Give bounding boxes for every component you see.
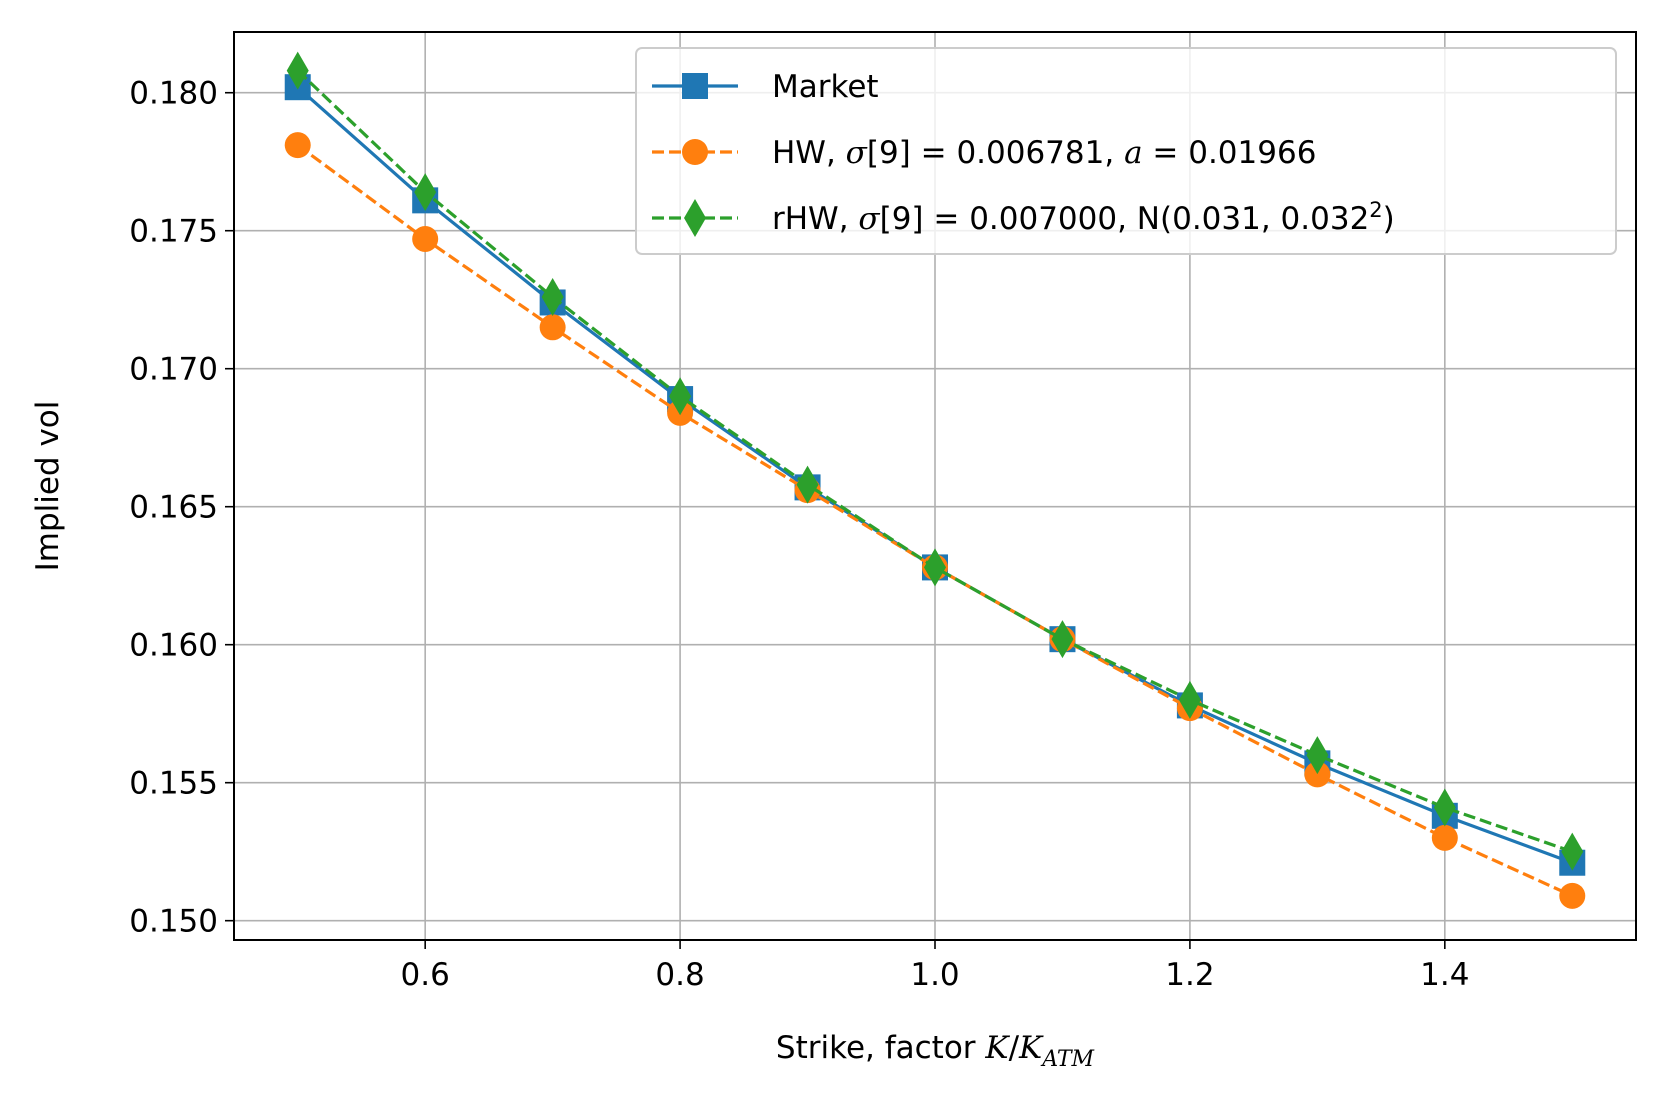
- y-tick-label: 0.180: [129, 76, 218, 112]
- legend-marker: [682, 73, 708, 99]
- data-point: [1178, 680, 1201, 719]
- legend-label-part: σ: [858, 201, 880, 237]
- x-axis-label-k-atm: K: [1018, 1030, 1044, 1066]
- data-point: [924, 548, 946, 587]
- x-axis-label-slash: /: [1009, 1030, 1020, 1066]
- data-point: [1561, 832, 1584, 871]
- x-tick-label: 0.8: [655, 957, 704, 993]
- y-tick-label: 0.160: [129, 628, 218, 664]
- legend-label: rHW, σ[9] = 0.007000, N(0.031, 0.0322): [772, 198, 1395, 237]
- x-tick-label: 1.4: [1420, 957, 1469, 993]
- data-point: [412, 225, 439, 252]
- legend-box: [635, 47, 1617, 255]
- legend-label-part: a: [1124, 135, 1142, 171]
- legend-entry: HW, σ[9] = 0.006781, a = 0.01966: [652, 135, 1316, 171]
- legend-label-part: rHW,: [772, 201, 858, 237]
- x-axis: 0.6 0.8 1.0 1.2 1.4: [401, 940, 1469, 993]
- legend-entry: rHW, σ[9] = 0.007000, N(0.031, 0.0322): [652, 198, 1395, 237]
- x-axis-label: Strike, factor K/KATM: [776, 1030, 1095, 1072]
- legend-label-part: σ: [846, 135, 868, 171]
- x-axis-label-k: K: [984, 1030, 1010, 1066]
- data-point: [1306, 736, 1329, 775]
- y-tick-label: 0.165: [129, 490, 218, 526]
- legend-label-part: [9] = 0.006781,: [867, 135, 1124, 171]
- legend-marker: [684, 199, 706, 237]
- x-tick-label: 0.6: [401, 957, 450, 993]
- data-point: [1304, 761, 1331, 788]
- legend-label-part: [9] = 0.007000, N(0.031, 0.032: [880, 201, 1370, 237]
- y-axis: 0.150 0.155 0.160 0.165 0.170 0.175 0.180: [129, 76, 234, 940]
- x-tick-label: 1.2: [1165, 957, 1214, 993]
- y-axis-label: Implied vol: [30, 401, 66, 572]
- data-point: [414, 173, 437, 212]
- legend-label: Market: [772, 69, 879, 105]
- legend-label-part: ): [1383, 201, 1395, 237]
- data-point: [286, 51, 309, 90]
- data-point: [1051, 620, 1074, 659]
- x-axis-label-text: Strike, factor: [776, 1030, 986, 1066]
- data-point: [541, 277, 564, 316]
- legend-label-part: 2: [1369, 198, 1382, 222]
- y-tick-label: 0.155: [129, 766, 218, 802]
- data-point: [284, 132, 311, 159]
- y-tick-label: 0.170: [129, 352, 218, 388]
- legend-label-part: = 0.01966: [1143, 135, 1317, 171]
- legend-label: HW, σ[9] = 0.006781, a = 0.01966: [772, 135, 1316, 171]
- data-point: [1431, 824, 1458, 851]
- y-tick-label: 0.150: [129, 904, 218, 940]
- series-line: [296, 143, 1573, 898]
- data-point: [796, 465, 819, 504]
- y-tick-label: 0.175: [129, 214, 218, 250]
- x-axis-label-subscript: ATM: [1040, 1047, 1094, 1072]
- legend-label-part: HW,: [772, 135, 846, 171]
- data-point: [1559, 882, 1586, 909]
- series-2: [286, 51, 1584, 871]
- data-point: [1433, 788, 1456, 827]
- data-point: [669, 377, 692, 416]
- x-tick-label: 1.0: [910, 957, 959, 993]
- series-layer: [284, 51, 1586, 909]
- data-point: [539, 314, 566, 341]
- legend-marker: [682, 139, 708, 165]
- legend-entry: Market: [652, 69, 879, 105]
